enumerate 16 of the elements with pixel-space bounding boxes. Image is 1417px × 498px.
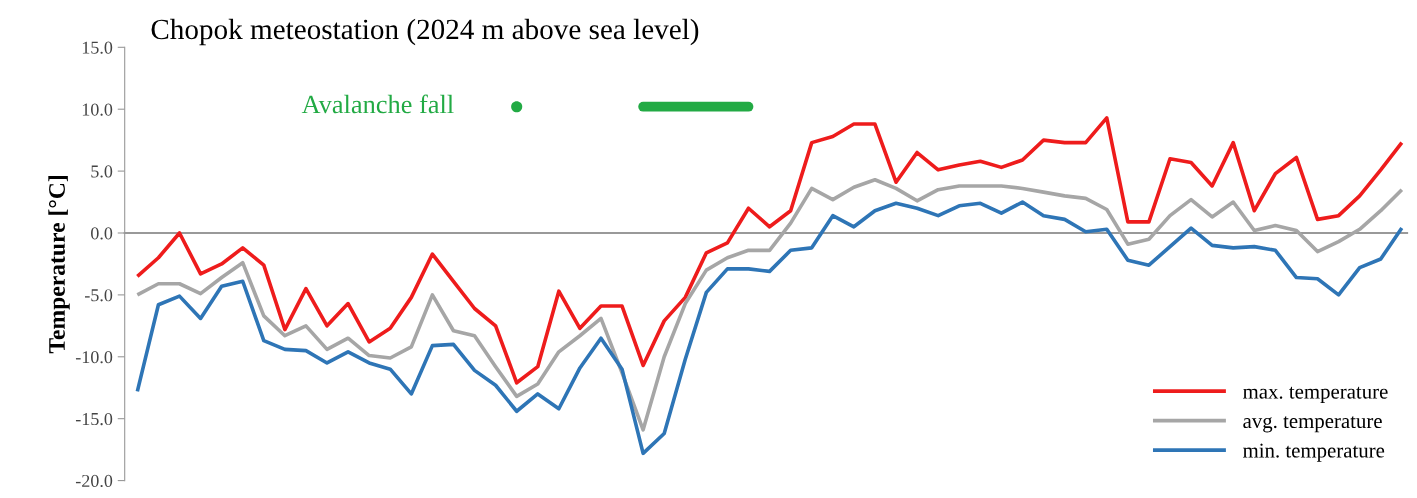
chart-title: Chopok meteostation (2024 m above sea level)	[151, 18, 699, 46]
y-tick-label: 15.0	[82, 41, 113, 54]
line-series	[135, 177, 1404, 432]
line-series	[135, 116, 1404, 385]
y-tick-label: -20.0	[75, 474, 113, 488]
y-tick-label: 10.0	[82, 103, 113, 116]
y-tick-label: 0.0	[91, 227, 113, 240]
y-tick-label: -5.0	[84, 289, 113, 302]
y-tick-label: -10.0	[75, 351, 113, 364]
legend-label: avg. temperature	[1243, 416, 1382, 433]
legend-label: min. temperature	[1243, 443, 1385, 462]
y-tick-label: 5.0	[91, 165, 113, 178]
y-axis-title: Temperature [°C]	[48, 176, 70, 354]
y-tick-label: -15.0	[75, 412, 113, 426]
legend-label: max. temperature	[1243, 386, 1388, 403]
text: Avalanche fall	[301, 94, 454, 114]
